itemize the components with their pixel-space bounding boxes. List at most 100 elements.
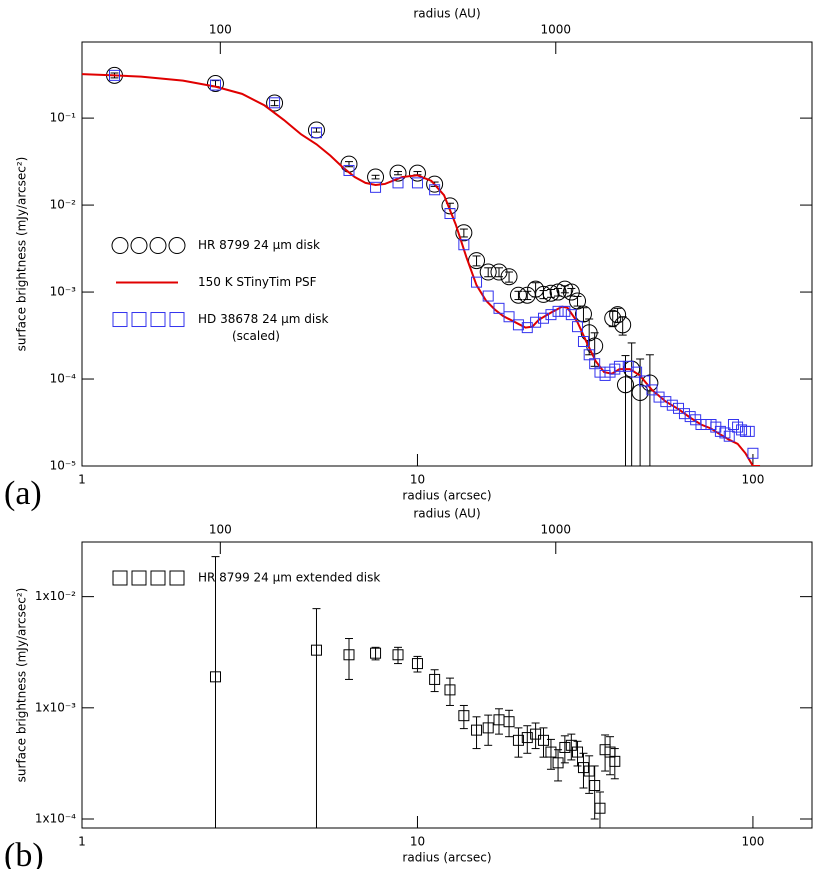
circle-marker bbox=[614, 316, 632, 334]
x-axis-title: radius (arcsec) bbox=[402, 489, 491, 503]
x-tick-label: 10 bbox=[410, 473, 425, 487]
square-marker bbox=[343, 649, 355, 661]
circle-marker bbox=[616, 376, 634, 394]
square-marker bbox=[743, 425, 755, 437]
square-marker bbox=[392, 177, 404, 189]
legend-circle bbox=[111, 237, 129, 255]
square-marker bbox=[678, 408, 690, 420]
square-marker bbox=[537, 734, 549, 746]
square-marker bbox=[732, 421, 744, 433]
square-marker bbox=[370, 181, 382, 193]
square-marker bbox=[613, 360, 625, 372]
plot-area bbox=[82, 66, 761, 466]
circle-marker bbox=[408, 164, 426, 182]
legend-label: 150 K STinyTim PSF bbox=[198, 275, 317, 289]
square-marker bbox=[537, 312, 549, 324]
legend-circle bbox=[168, 237, 186, 255]
y-tick-label: 10⁻³ bbox=[50, 285, 77, 299]
y-tick-label: 10⁻⁴ bbox=[50, 372, 77, 386]
square-marker bbox=[444, 684, 456, 696]
square-marker bbox=[622, 360, 634, 372]
circle-marker bbox=[604, 309, 622, 327]
legend-note: (scaled) bbox=[232, 329, 280, 343]
square-marker bbox=[512, 734, 524, 746]
square-marker bbox=[577, 336, 589, 348]
legend-square bbox=[150, 312, 166, 328]
circle-marker bbox=[542, 284, 560, 302]
x-tick-label: 10 bbox=[410, 835, 425, 849]
circle-marker bbox=[389, 164, 407, 182]
legend-label: HR 8799 24 μm extended disk bbox=[198, 571, 380, 585]
square-marker bbox=[429, 673, 441, 685]
square-marker bbox=[411, 177, 423, 189]
square-marker bbox=[559, 305, 571, 317]
square-marker bbox=[458, 239, 470, 251]
circle-marker bbox=[562, 283, 580, 301]
square-marker bbox=[458, 710, 470, 722]
y-tick-label: 1x10⁻² bbox=[35, 589, 76, 603]
plot-frame bbox=[81, 41, 813, 467]
x2-axis-title: radius (AU) bbox=[413, 7, 480, 21]
square-marker bbox=[530, 728, 542, 740]
square-marker bbox=[666, 399, 678, 411]
legend-square bbox=[150, 570, 166, 586]
square-marker bbox=[503, 311, 515, 323]
circle-marker bbox=[534, 285, 552, 303]
legend-square bbox=[131, 312, 147, 328]
circle-marker bbox=[631, 383, 649, 401]
square-marker bbox=[392, 649, 404, 661]
square-marker bbox=[565, 309, 577, 321]
circle-marker bbox=[641, 374, 659, 392]
circle-marker bbox=[206, 74, 224, 92]
square-marker bbox=[411, 658, 423, 670]
square-marker bbox=[545, 309, 557, 321]
legend-square bbox=[112, 312, 128, 328]
circle-marker bbox=[500, 268, 518, 286]
legend-square bbox=[131, 570, 147, 586]
panel-label: (a) bbox=[4, 475, 42, 512]
legend-square bbox=[169, 570, 185, 586]
square-marker bbox=[269, 97, 281, 109]
y-tick-label: 10⁻² bbox=[50, 198, 77, 212]
x2-axis-title: radius (AU) bbox=[413, 507, 480, 521]
square-marker bbox=[559, 741, 571, 753]
square-marker bbox=[631, 366, 643, 378]
x-tick-label: 1 bbox=[78, 835, 86, 849]
plot-frame bbox=[81, 541, 813, 829]
circle-marker bbox=[455, 224, 473, 242]
square-marker bbox=[589, 780, 601, 792]
square-marker bbox=[577, 762, 589, 774]
legend-circle bbox=[130, 237, 148, 255]
square-marker bbox=[343, 164, 355, 176]
square-marker bbox=[646, 384, 658, 396]
square-marker bbox=[736, 424, 748, 436]
square-marker bbox=[723, 430, 735, 442]
legend-circle bbox=[149, 237, 167, 255]
square-marker bbox=[471, 724, 483, 736]
square-marker bbox=[444, 208, 456, 220]
circle-marker bbox=[509, 286, 527, 304]
circle-marker bbox=[266, 94, 284, 112]
square-marker bbox=[719, 427, 731, 439]
square-marker bbox=[310, 644, 322, 656]
square-marker bbox=[471, 276, 483, 288]
x-tick-label: 1 bbox=[78, 473, 86, 487]
square-marker bbox=[565, 739, 577, 751]
x2-tick-label: 100 bbox=[209, 523, 232, 537]
x-tick-label: 100 bbox=[741, 835, 764, 849]
square-marker bbox=[638, 375, 650, 387]
square-marker bbox=[482, 722, 494, 734]
square-marker bbox=[747, 447, 759, 459]
psf-line bbox=[82, 73, 761, 466]
legend-label: HD 38678 24 μm disk bbox=[198, 312, 328, 326]
plot-area bbox=[209, 556, 621, 828]
circle-marker bbox=[441, 197, 459, 215]
square-marker bbox=[660, 396, 672, 408]
circle-marker bbox=[479, 263, 497, 281]
square-marker bbox=[370, 647, 382, 659]
square-marker bbox=[209, 671, 221, 683]
y-tick-label: 10⁻¹ bbox=[50, 111, 77, 125]
x2-tick-label: 1000 bbox=[540, 523, 571, 537]
circle-marker bbox=[609, 306, 627, 324]
square-marker bbox=[482, 290, 494, 302]
